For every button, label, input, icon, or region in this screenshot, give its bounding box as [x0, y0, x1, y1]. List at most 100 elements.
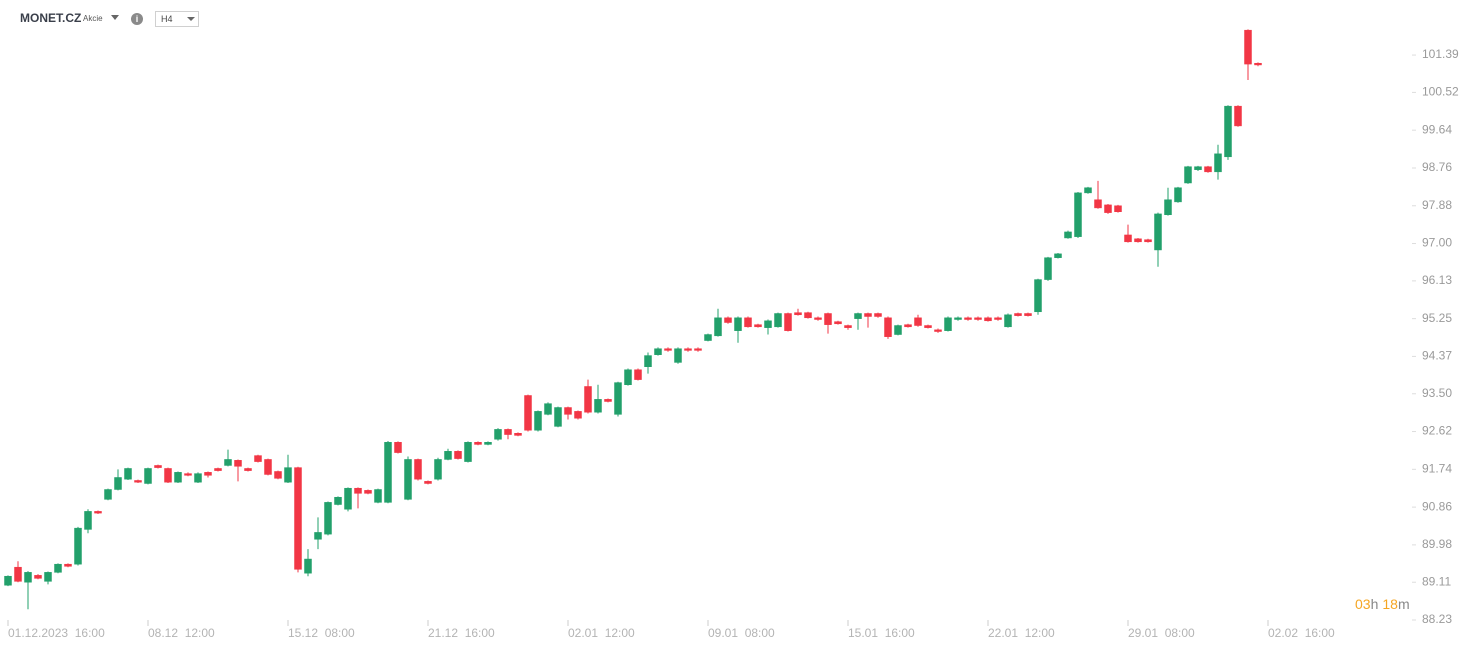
- x-tick-label: 08.12 12:00: [148, 626, 215, 640]
- candle-body: [874, 313, 882, 317]
- candle-body: [934, 329, 942, 332]
- candle-body: [244, 468, 252, 471]
- candle-body: [544, 403, 552, 415]
- countdown: 03h 18m: [1355, 596, 1410, 612]
- y-tick-label: 94.37: [1422, 349, 1452, 363]
- candle-body: [1254, 62, 1262, 66]
- x-tick-label: 09.01 08:00: [708, 626, 775, 640]
- candle-body: [184, 473, 192, 476]
- candle-body: [474, 442, 482, 445]
- countdown-minutes-unit: m: [1398, 596, 1410, 612]
- candle-body: [214, 468, 222, 471]
- candle-body: [364, 490, 372, 494]
- timeframe: H4: [161, 14, 173, 24]
- candle-body: [1004, 314, 1012, 328]
- candle-body: [814, 317, 822, 320]
- candle-body: [164, 468, 172, 483]
- candle-body: [634, 369, 642, 380]
- candle-body: [154, 465, 162, 468]
- candle-body: [1114, 205, 1122, 213]
- candle-body: [794, 312, 802, 316]
- candle-body: [144, 468, 152, 484]
- candle-body: [944, 317, 952, 331]
- candle-body: [524, 395, 532, 431]
- candle-body: [434, 459, 442, 480]
- candle-body: [574, 411, 582, 419]
- candle-body: [1214, 153, 1222, 173]
- candle-body: [504, 429, 512, 435]
- candle-body: [1174, 187, 1182, 203]
- candle-body: [864, 313, 872, 317]
- candle-body: [424, 481, 432, 484]
- candle-body: [104, 489, 112, 500]
- candle-body: [94, 511, 102, 514]
- candle-body: [1034, 279, 1042, 313]
- candle-body: [1234, 105, 1242, 127]
- x-tick-label: 15.01 16:00: [848, 626, 915, 640]
- candle-body: [304, 558, 312, 574]
- candle-body: [204, 472, 212, 476]
- y-tick-label: 97.00: [1422, 236, 1452, 250]
- candle-body: [844, 325, 852, 328]
- symbol-dropdown[interactable]: [111, 15, 119, 20]
- candle-body: [284, 467, 292, 483]
- candle-body: [924, 325, 932, 328]
- candle-body: [904, 324, 912, 328]
- candle-body: [834, 321, 842, 325]
- candle-body: [654, 348, 662, 355]
- candle-body: [224, 459, 232, 466]
- candle-body: [454, 451, 462, 459]
- y-tick-label: 96.13: [1422, 273, 1452, 287]
- candle-body: [534, 411, 542, 431]
- candle-body: [884, 317, 892, 337]
- countdown-hours-unit: h: [1371, 596, 1379, 612]
- candle-body: [404, 459, 412, 500]
- candle-body: [314, 532, 322, 540]
- x-tick-label: 22.01 12:00: [988, 626, 1055, 640]
- candle-body: [974, 317, 982, 320]
- timeframe-arrow: [187, 17, 195, 21]
- candle-body: [174, 472, 182, 483]
- candle-body: [1224, 105, 1232, 158]
- candle-body: [784, 313, 792, 331]
- countdown-hours: 03: [1355, 596, 1371, 612]
- info-i: i: [136, 14, 139, 24]
- candle-body: [1104, 204, 1112, 213]
- candle-body: [124, 468, 132, 480]
- info-icon[interactable]: i: [131, 13, 143, 25]
- candle-body: [1074, 192, 1082, 237]
- candle-body: [674, 348, 682, 363]
- candle-body: [1044, 257, 1052, 280]
- candle-body: [74, 527, 82, 565]
- candle-body: [584, 386, 592, 413]
- candle-body: [954, 317, 962, 320]
- candle-body: [374, 489, 382, 503]
- candle-body: [964, 317, 972, 320]
- market: Akcie: [83, 14, 103, 23]
- candle-body: [444, 451, 452, 460]
- candle-body: [64, 563, 72, 567]
- candle-body: [1084, 187, 1092, 194]
- candle-body: [4, 575, 12, 586]
- candle-body: [394, 442, 402, 453]
- candle-body: [744, 317, 752, 328]
- y-tick-label: 93.50: [1422, 386, 1452, 400]
- y-tick-label: 88.23: [1422, 612, 1452, 626]
- y-tick-label: 99.64: [1422, 122, 1452, 136]
- x-tick-label: 01.12.2023 16:00: [8, 626, 105, 640]
- candle-body: [34, 575, 42, 579]
- candle-body: [324, 502, 332, 535]
- countdown-minutes: 18: [1382, 596, 1398, 612]
- candle-body: [774, 313, 782, 328]
- candle-body: [264, 459, 272, 475]
- candle-body: [854, 313, 862, 319]
- candle-body: [44, 572, 52, 582]
- y-tick-label: 91.74: [1422, 461, 1452, 475]
- y-tick-label: 90.86: [1422, 499, 1452, 513]
- candle-body: [624, 369, 632, 386]
- timeframe-select[interactable]: H4: [155, 11, 199, 27]
- x-tick-label: 21.12 16:00: [428, 626, 495, 640]
- candle-body: [294, 467, 302, 570]
- candle-body: [274, 471, 282, 479]
